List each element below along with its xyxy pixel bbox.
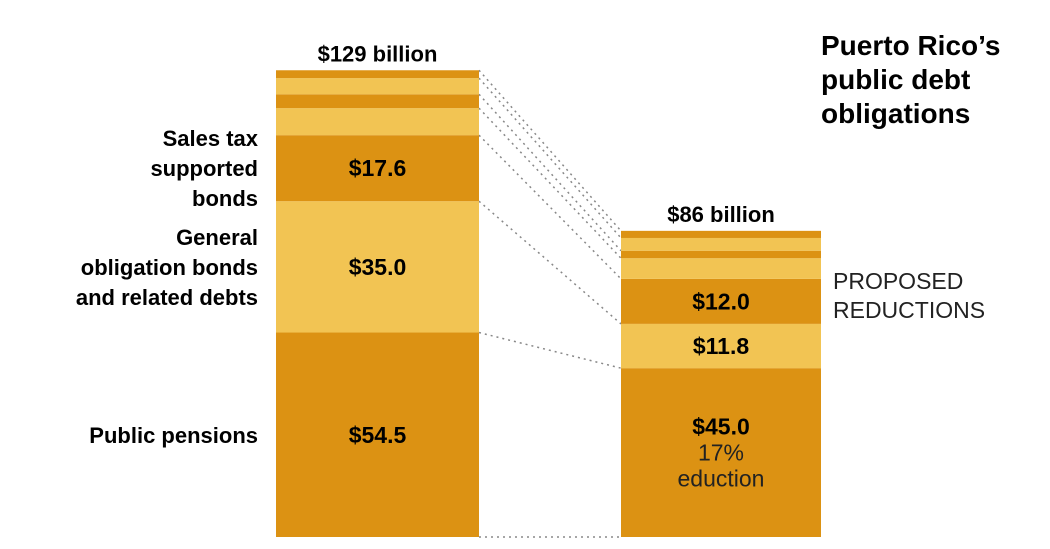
bar-segment: [621, 278, 821, 324]
category-label: Public pensions: [89, 423, 258, 448]
connector-line: [478, 200, 622, 325]
segment-value-label: $45.0: [692, 414, 750, 440]
category-label: General: [176, 225, 258, 250]
annotation-line: PROPOSED: [833, 268, 963, 294]
connector-line: [478, 134, 622, 280]
bar-segment: [621, 237, 821, 251]
category-label: and related debts: [76, 285, 258, 310]
segment-sublabel: 17%: [698, 440, 744, 466]
annotation-line: REDUCTIONS: [833, 297, 985, 323]
title-line: public debt: [821, 64, 970, 95]
category-label: supported: [150, 156, 258, 181]
connector-lines: [478, 69, 622, 538]
connector-line: [478, 77, 622, 239]
connector-line: [478, 93, 622, 252]
segment-value-label: $54.5: [349, 422, 407, 448]
bar-segment: [621, 258, 821, 279]
bar-total-label: $86 billion: [667, 202, 775, 227]
bar-segment: [276, 201, 479, 333]
segment-value-label: $11.8: [693, 333, 749, 359]
labels: $54.5 $35.0 $17.6 $129 billion $45.017%educt…: [76, 41, 775, 491]
category-label: obligation bonds: [81, 255, 258, 280]
segment-sublabel: eduction: [678, 466, 765, 492]
segment-value-label: $17.6: [349, 155, 407, 181]
segment-value-label: $12.0: [692, 288, 750, 314]
category-label: Sales tax: [163, 126, 259, 151]
bar-segment: [276, 78, 479, 95]
bar-segment: [276, 94, 479, 109]
bar-segment: [621, 250, 821, 259]
title-line: Puerto Rico’s: [821, 30, 1000, 61]
bar-segment: [621, 323, 821, 369]
chart-title: Puerto Rico’s public debt obligations: [821, 30, 1000, 129]
bar-segment: [276, 70, 479, 79]
bar-segment: [276, 332, 479, 537]
connector-line: [478, 69, 622, 232]
connector-line: [478, 331, 622, 369]
proposed-reductions-annotation: PROPOSED REDUCTIONS: [833, 268, 985, 323]
bar-segment: [276, 108, 479, 136]
bar-segment: [276, 135, 479, 202]
bar-segment: [621, 230, 821, 238]
bar-segment: [621, 368, 821, 537]
bars: [276, 70, 821, 537]
bar-total-label: $129 billion: [318, 41, 438, 66]
segment-value-label: $35.0: [349, 254, 407, 280]
title-line: obligations: [821, 98, 970, 129]
connector-line: [478, 107, 622, 259]
category-label: bonds: [192, 186, 258, 211]
